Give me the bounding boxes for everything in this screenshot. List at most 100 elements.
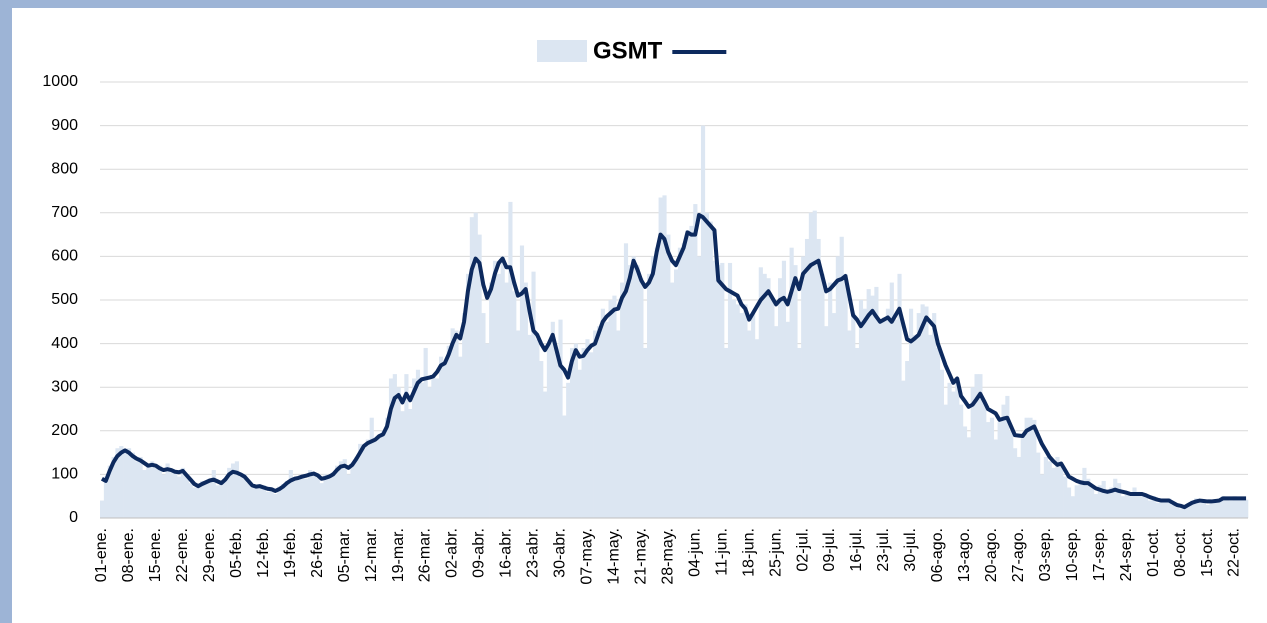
bar	[654, 247, 659, 518]
bar	[1178, 508, 1183, 518]
bar	[427, 387, 432, 518]
bar	[223, 478, 228, 518]
bar	[481, 313, 486, 518]
bar	[862, 308, 867, 518]
bar	[1209, 499, 1214, 518]
x-tick-label: 11-jun.	[713, 528, 730, 576]
bar	[793, 265, 798, 518]
bar	[1093, 494, 1099, 518]
bar	[123, 452, 128, 518]
bar	[677, 247, 683, 518]
bar	[804, 238, 810, 518]
bar	[1063, 476, 1068, 518]
bar	[134, 461, 139, 518]
bar	[974, 374, 979, 518]
bar	[492, 260, 498, 518]
bar	[939, 369, 944, 518]
bar	[839, 236, 844, 518]
bar	[766, 278, 771, 518]
x-tick-label: 30-jul.	[902, 528, 919, 572]
bar	[635, 265, 640, 518]
bar	[858, 300, 864, 518]
bar	[554, 352, 559, 518]
bar	[1120, 496, 1126, 518]
bar	[373, 441, 378, 518]
bar	[1070, 496, 1075, 518]
bar	[473, 212, 478, 519]
bar	[103, 476, 109, 518]
bar	[396, 387, 401, 518]
y-tick-label: 400	[51, 335, 78, 352]
bar	[365, 439, 370, 518]
bar	[446, 345, 451, 518]
bar	[1082, 467, 1087, 518]
bar	[797, 347, 802, 518]
bar	[866, 289, 871, 518]
bar	[882, 317, 887, 518]
bar	[870, 295, 875, 518]
bar	[107, 465, 112, 518]
bar	[712, 260, 717, 518]
bar	[150, 461, 155, 518]
bar	[377, 435, 382, 518]
bar	[778, 278, 783, 518]
bar	[431, 374, 436, 518]
bar	[751, 313, 756, 518]
x-tick-label: 18-jun.	[740, 528, 757, 577]
bar	[215, 485, 220, 518]
bar	[354, 456, 359, 518]
bar	[234, 461, 239, 518]
bar	[724, 347, 729, 518]
bar	[180, 467, 186, 518]
bar	[1140, 494, 1145, 518]
bar	[893, 319, 898, 518]
bar	[458, 356, 463, 518]
bar	[835, 256, 840, 518]
bar	[242, 474, 247, 518]
bar	[1051, 467, 1056, 518]
bar	[1013, 448, 1018, 518]
bar	[485, 343, 490, 518]
y-tick-label: 200	[51, 422, 78, 439]
bar	[338, 461, 343, 518]
bar	[843, 273, 848, 518]
bar	[1151, 496, 1156, 518]
bar	[385, 417, 390, 518]
bar	[334, 465, 340, 518]
bar	[184, 474, 189, 518]
bar	[469, 217, 474, 518]
x-tick-label: 22-ene.	[174, 528, 191, 582]
bar	[100, 500, 105, 518]
bar	[966, 437, 971, 518]
bar	[774, 326, 779, 518]
bar	[508, 201, 513, 518]
bar	[1124, 491, 1129, 518]
bar	[781, 260, 787, 518]
bar	[731, 300, 736, 518]
bar	[1143, 496, 1149, 518]
x-tick-label: 23-jul.	[875, 528, 892, 572]
bar	[1113, 478, 1118, 518]
bar	[1232, 496, 1237, 518]
bar	[1170, 504, 1176, 518]
bar	[1059, 465, 1064, 518]
bar	[350, 463, 355, 518]
bar	[1090, 487, 1095, 518]
bar	[959, 404, 964, 518]
bar	[1001, 404, 1006, 518]
bar	[1024, 417, 1029, 518]
x-tick-label: 07-may.	[579, 528, 596, 585]
bar	[982, 400, 987, 518]
bar	[1221, 496, 1226, 518]
y-tick-label: 600	[51, 248, 78, 265]
bar	[504, 282, 509, 518]
bar	[666, 234, 671, 518]
bar	[300, 474, 305, 518]
bar	[204, 483, 209, 518]
x-tick-label: 15-ene.	[147, 528, 164, 582]
bar	[1105, 489, 1110, 518]
bar	[808, 212, 813, 519]
bar	[604, 321, 609, 518]
